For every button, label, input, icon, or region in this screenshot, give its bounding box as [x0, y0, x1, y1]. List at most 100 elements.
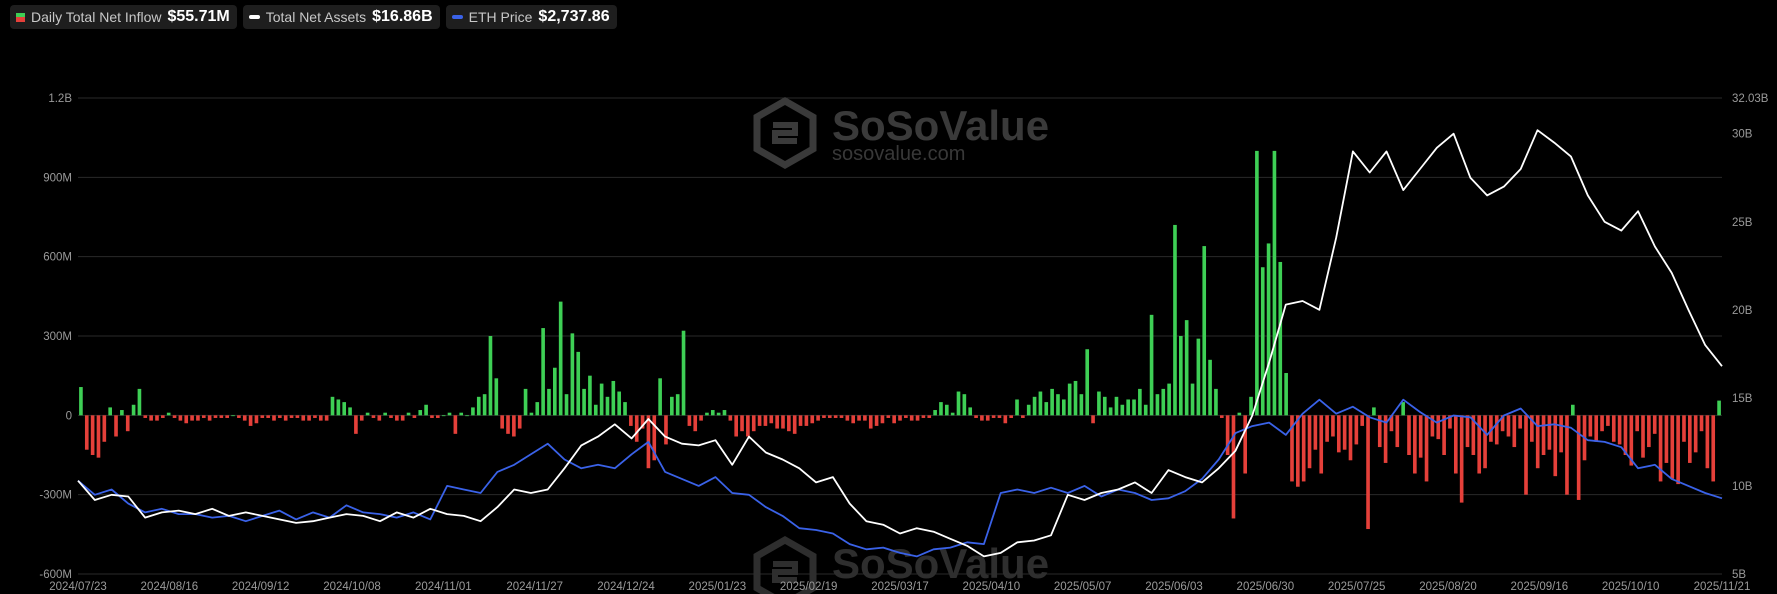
inflow-bar	[1571, 404, 1575, 416]
inflow-bar	[1652, 415, 1657, 434]
inflow-bar	[517, 415, 522, 429]
inflow-bar	[266, 415, 270, 418]
inflow-bar	[1003, 415, 1008, 424]
inflow-bar	[424, 404, 428, 416]
inflow-bar	[757, 415, 762, 426]
inflow-bar	[950, 412, 955, 416]
inflow-bar	[1044, 402, 1049, 416]
inflow-bar	[1342, 415, 1347, 450]
inflow-bar	[125, 415, 130, 432]
inflow-bar	[1611, 415, 1616, 442]
inflow-bar	[242, 415, 247, 421]
inflow-bar	[1424, 415, 1429, 482]
inflow-bar	[699, 415, 703, 421]
inflow-bar	[1120, 404, 1125, 416]
y-left-tick-label: 0	[66, 410, 72, 422]
inflow-bar	[1366, 415, 1370, 530]
inflow-bar	[1717, 400, 1721, 416]
inflow-bar	[1237, 412, 1242, 416]
inflow-bar	[131, 404, 136, 416]
x-axis: 2024/07/23 2024/08/16 2024/09/12 2024/10/08…	[49, 581, 1750, 593]
inflow-bar	[710, 410, 715, 416]
inflow-bar	[1477, 415, 1482, 474]
inflow-bar	[1032, 396, 1037, 416]
x-tick-label: 2025/04/10	[963, 581, 1021, 593]
inflow-bar	[430, 415, 434, 418]
inflow-bar	[1401, 402, 1405, 416]
sosovalue-logo-icon	[753, 535, 817, 594]
inflow-bar	[915, 415, 920, 421]
inflow-bar	[1395, 415, 1400, 448]
inflow-bar	[909, 415, 914, 421]
inflow-bar	[1617, 415, 1622, 445]
inflow-bar	[921, 415, 926, 418]
inflow-bar	[307, 415, 311, 421]
inflow-bar	[792, 415, 797, 434]
inflow-bar	[541, 328, 545, 416]
inflow-bar	[769, 415, 774, 424]
x-tick-label: 2025/11/21	[1694, 581, 1751, 593]
inflow-bar	[1219, 415, 1224, 418]
inflow-bar	[1512, 415, 1517, 448]
inflow-bar	[400, 415, 405, 421]
inflow-bar	[1114, 396, 1119, 416]
x-tick-label: 2025/07/25	[1328, 581, 1386, 593]
y-right-tick-label: 20B	[1732, 305, 1753, 317]
inflow-bar	[722, 410, 727, 416]
inflow-bar	[868, 415, 873, 429]
inflow-bar	[763, 415, 768, 426]
inflow-bar	[962, 394, 967, 416]
inflow-bar	[172, 415, 177, 418]
legend-inflow-label: Daily Total Net Inflow	[31, 9, 162, 25]
inflow-bar	[137, 388, 142, 416]
y-left-tick-label: 300M	[43, 331, 72, 343]
eth-price-line	[77, 398, 1723, 558]
inflow-bar	[1658, 415, 1663, 482]
inflow-bar	[658, 378, 662, 416]
inflow-bar	[1377, 415, 1382, 448]
sosovalue-logo-icon	[753, 96, 817, 170]
inflow-bar	[547, 388, 551, 416]
inflow-bar	[1676, 415, 1680, 485]
inflow-bar	[822, 415, 826, 418]
inflow-bar	[558, 301, 563, 416]
x-tick-label: 2025/06/03	[1145, 581, 1203, 593]
inflow-bar	[1418, 415, 1423, 458]
inflow-bar	[956, 391, 961, 416]
inflow-bar	[564, 394, 569, 416]
y-left-tick-label: 900M	[43, 172, 72, 184]
inflow-bar	[1699, 415, 1704, 432]
inflow-bar	[1021, 415, 1025, 418]
inflow-bar	[178, 415, 183, 421]
legend-item-inflow[interactable]: Daily Total Net Inflow $55.71M	[10, 5, 237, 29]
inflow-bar	[1436, 415, 1441, 440]
inflow-bar	[588, 375, 592, 416]
inflow-bar	[1243, 415, 1247, 474]
inflow-bar	[1594, 415, 1599, 442]
inflow-bar	[1413, 415, 1417, 474]
inflow-bar	[1635, 415, 1639, 432]
inflow-bar	[1296, 415, 1300, 487]
inflow-bar	[1290, 415, 1294, 482]
x-tick-label: 2025/09/16	[1511, 581, 1569, 593]
inflow-bar	[611, 380, 616, 416]
inflow-bar	[1073, 380, 1078, 416]
y-right-tick-label: 15B	[1732, 393, 1753, 405]
inflow-bar	[1331, 415, 1335, 437]
watermark-brand: SoSoValue	[832, 540, 1049, 587]
inflow-bar	[237, 415, 241, 418]
inflow-bar	[471, 407, 475, 416]
inflow-bar	[991, 415, 996, 418]
inflow-bar	[278, 415, 282, 418]
legend-item-eth[interactable]: ETH Price $2,737.86	[445, 5, 617, 29]
inflow-bar	[675, 394, 680, 416]
inflow-bar	[670, 396, 674, 416]
inflow-bar	[857, 415, 861, 421]
x-tick-label: 2025/05/07	[1054, 581, 1112, 593]
inflow-bar	[1249, 396, 1253, 416]
inflow-bar	[523, 388, 528, 416]
inflow-bar	[1453, 415, 1458, 474]
inflow-bar	[295, 415, 300, 418]
legend-item-assets[interactable]: Total Net Assets $16.86B	[242, 5, 440, 29]
